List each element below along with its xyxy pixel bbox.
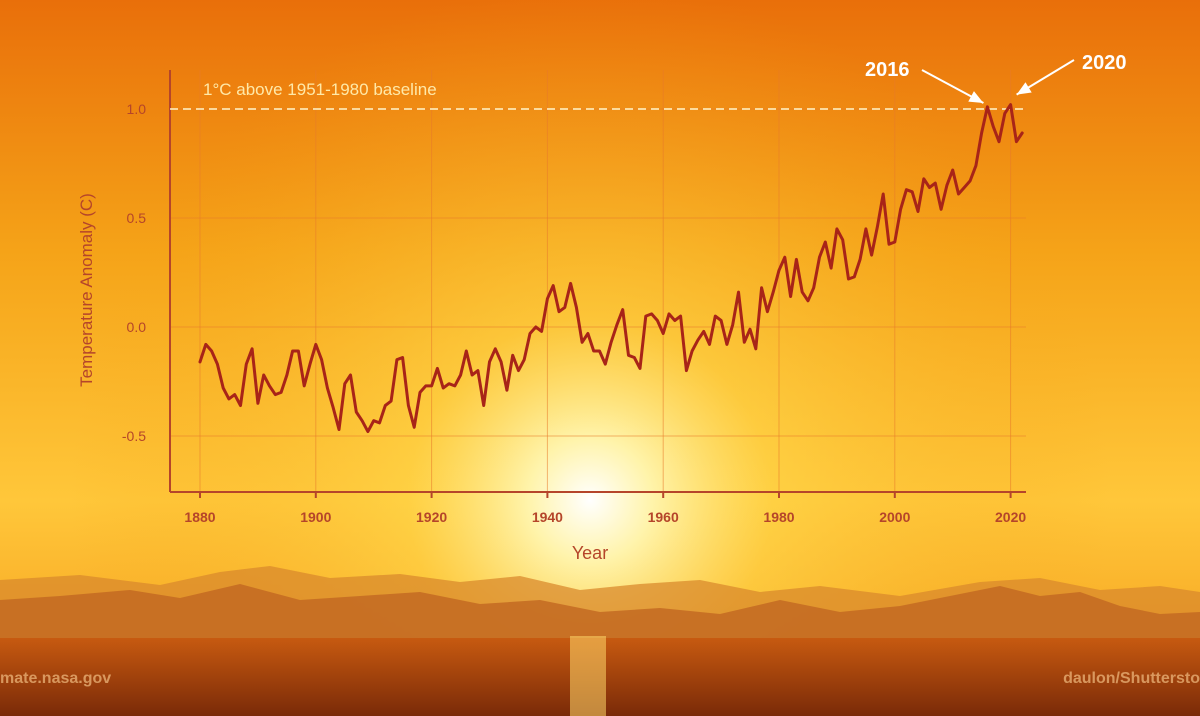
x-tick-label: 1940 <box>532 509 563 525</box>
credit-photographer: daulon/Shuttersto <box>1063 670 1200 687</box>
x-tick-label: 1880 <box>184 509 215 525</box>
y-tick-label: -0.5 <box>122 428 146 444</box>
y-tick-label: 0.0 <box>127 319 147 335</box>
annotation-2020-arrow-head <box>1016 82 1032 95</box>
temperature-series-line <box>198 103 1024 434</box>
x-tick-label: 1960 <box>648 509 679 525</box>
annotation-2020-label: 2020 <box>1082 52 1127 74</box>
temperature-chart: 1880 1900 1920 1940 1960 1980 2000 2020 -0.5 0.0 0… <box>77 52 1127 563</box>
x-tick-label: 1920 <box>416 509 447 525</box>
baseline-reference-label: 1°C above 1951-1980 baseline <box>203 80 437 99</box>
credit-nasa: mate.nasa.gov <box>0 670 112 687</box>
x-tick-label: 1900 <box>300 509 331 525</box>
y-tick-label: 0.5 <box>127 210 147 226</box>
y-tick-label: 1.0 <box>127 101 147 117</box>
sun-reflection <box>570 636 606 716</box>
annotation-2016-arrow-head <box>968 91 984 103</box>
x-axis-title: Year <box>572 543 608 563</box>
x-tick-label: 2000 <box>879 509 910 525</box>
y-axis-title: Temperature Anomaly (C) <box>77 193 96 387</box>
x-tick-label: 1980 <box>763 509 794 525</box>
annotation-2016-label: 2016 <box>865 59 910 81</box>
x-tick-label: 2020 <box>995 509 1026 525</box>
